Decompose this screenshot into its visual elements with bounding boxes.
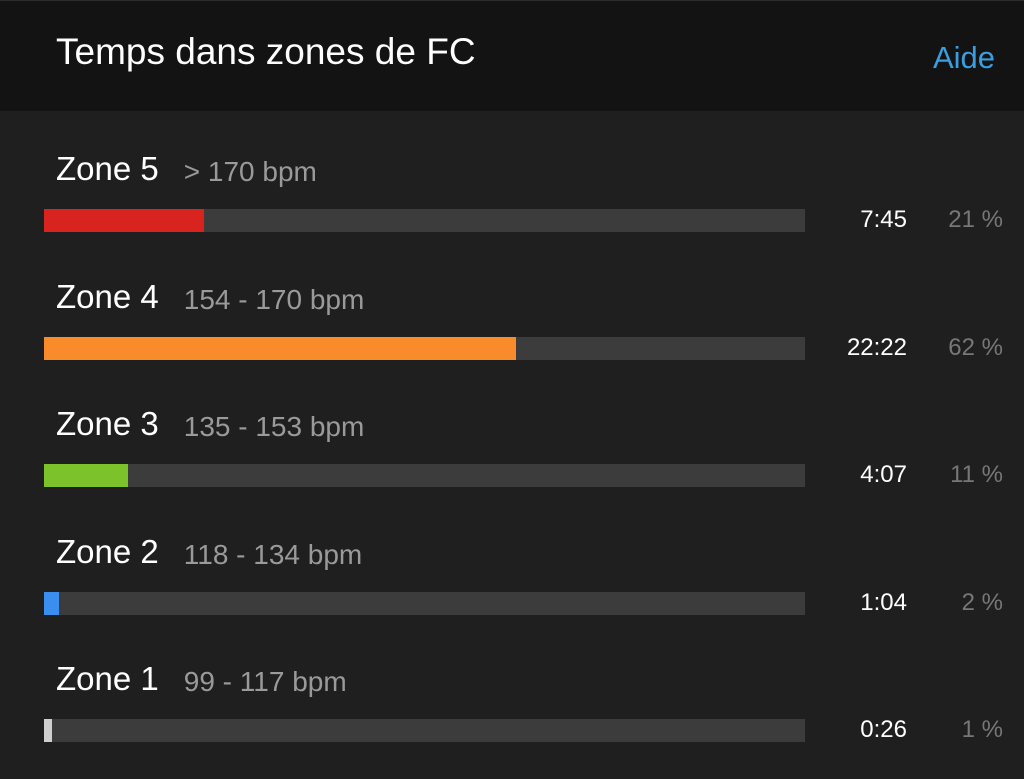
zone-time: 7:45 [860,206,907,233]
header: Temps dans zones de FC Aide [0,1,1024,111]
zone-percent: 2 % [961,588,1003,616]
zone-row: Zone 4 154 - 170 bpm 22:22 62 % [0,260,1024,387]
zone-row: Zone 2 118 - 134 bpm 1:04 2 % [0,515,1024,642]
zone-row: Zone 5 > 170 bpm 7:45 21 % [0,132,1024,259]
bar-track [44,464,805,487]
bar [44,591,60,615]
zone-percent: 11 % [950,461,1003,488]
bar [44,336,516,360]
zone-time: 22:22 [846,333,907,361]
zone-name: Zone 3 [56,405,159,442]
zone-time: 4:07 [860,461,907,488]
zone-range: 154 - 170 bpm [183,283,365,315]
zone-name: Zone 1 [56,660,159,697]
zone-name: Zone 4 [56,277,159,315]
help-link[interactable]: Aide [932,40,995,75]
zone-percent: 21 % [948,206,1003,233]
bar-track [44,336,805,360]
zone-range: 99 - 117 bpm [183,666,347,697]
zone-name: Zone 2 [56,532,159,570]
bar [44,719,52,742]
bar [44,209,204,232]
zone-name: Zone 5 [56,150,159,187]
zone-percent: 1 % [961,716,1003,743]
zone-row: Zone 1 99 - 117 bpm 0:26 1 % [0,642,1024,769]
zone-percent: 62 % [948,333,1003,361]
zone-row: Zone 3 135 - 153 bpm 4:07 11 % [0,387,1024,514]
zone-time: 1:04 [860,588,907,616]
bar [44,464,128,487]
zone-time: 0:26 [860,716,907,743]
zone-range: 118 - 134 bpm [183,538,363,570]
zone-range: 135 - 153 bpm [183,411,365,442]
bar-track [44,591,805,615]
bar-track [44,209,805,232]
bar-track [44,719,805,742]
title: Temps dans zones de FC [56,31,476,72]
zone-range: > 170 bpm [183,156,317,187]
